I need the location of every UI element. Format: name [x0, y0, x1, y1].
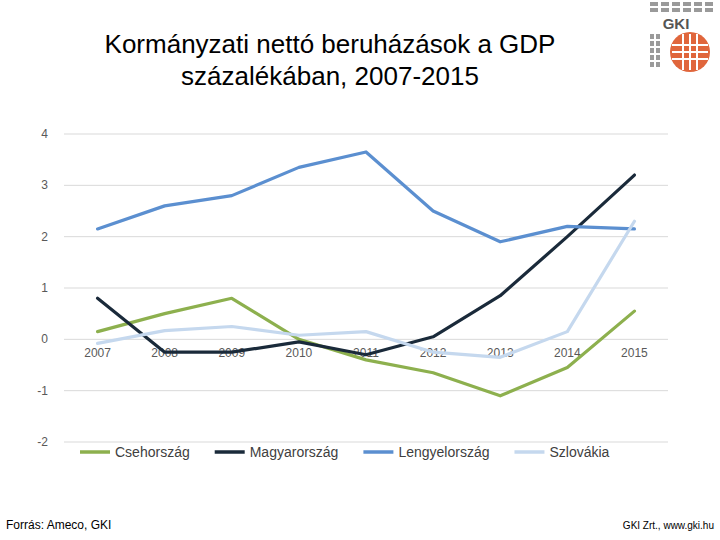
legend-label: Csehország [115, 444, 190, 460]
legend-swatch [80, 450, 110, 454]
source-note: Forrás: Ameco, GKI [6, 518, 111, 532]
y-tick-label: -1 [37, 384, 48, 398]
x-tick-label: 2015 [621, 346, 648, 360]
grid-line [64, 390, 668, 391]
y-tick-label: 4 [41, 127, 48, 141]
y-tick-label: 3 [41, 178, 48, 192]
grid-line [64, 442, 668, 443]
legend-label: Magyarország [250, 444, 339, 460]
chart-title: Kormányzati nettó beruházások a GDP száz… [20, 28, 640, 92]
series-line [98, 152, 635, 242]
series-line [98, 175, 635, 355]
legend-swatch [363, 450, 393, 454]
legend-label: Szlovákia [549, 444, 609, 460]
series-line [98, 221, 635, 357]
x-tick-label: 2007 [84, 346, 111, 360]
y-tick-label: 1 [41, 281, 48, 295]
legend-swatch [215, 450, 245, 454]
series-line [98, 298, 635, 396]
y-tick-label: 0 [41, 332, 48, 346]
y-tick-label: -2 [37, 435, 48, 449]
legend-label: Lengyelország [398, 444, 489, 460]
grid-line [64, 236, 668, 237]
grid-line [64, 288, 668, 289]
logo [650, 2, 713, 72]
footer-note: GKI Zrt., www.gki.hu [623, 520, 714, 531]
plot-lines [98, 152, 635, 396]
logo-text: GKI [663, 15, 690, 32]
grid-line [64, 185, 668, 186]
chart-canvas: -2-1012342007200820092010201120122013201… [0, 0, 720, 540]
grid-line [64, 134, 668, 135]
grid-line [64, 339, 668, 340]
legend-swatch [514, 450, 544, 454]
y-tick-label: 2 [41, 230, 48, 244]
x-tick-label: 2010 [286, 346, 313, 360]
